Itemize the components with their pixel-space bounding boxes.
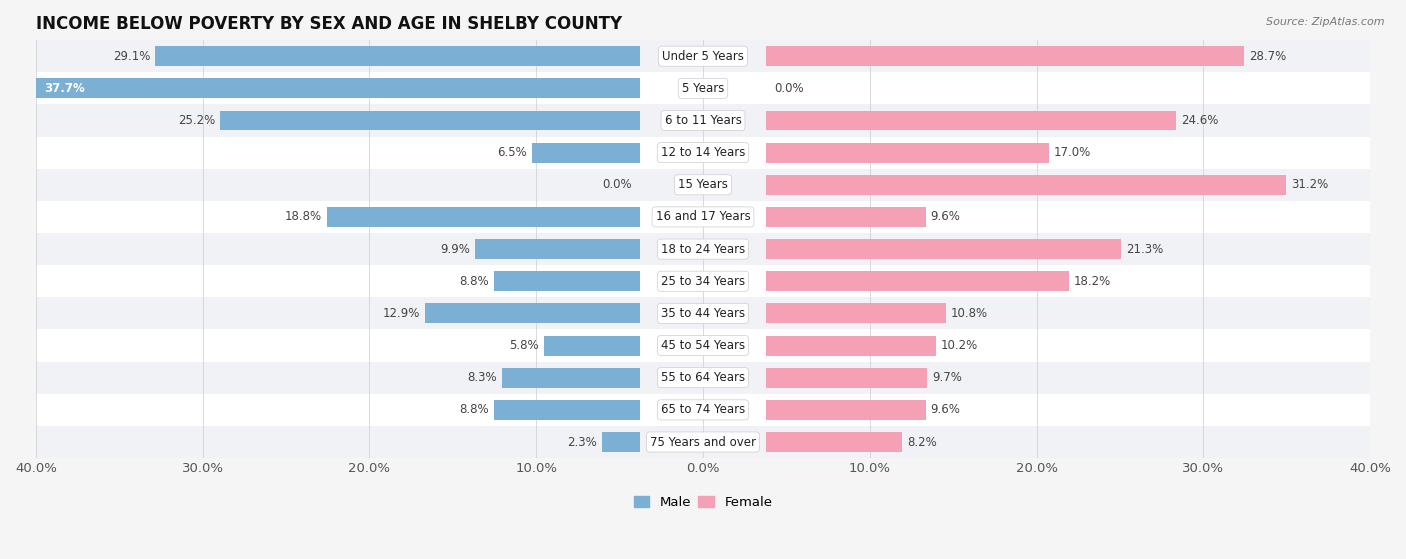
Text: 25.2%: 25.2% bbox=[179, 114, 215, 127]
Text: 15 Years: 15 Years bbox=[678, 178, 728, 191]
Bar bbox=[494, 271, 641, 291]
Text: 25 to 34 Years: 25 to 34 Years bbox=[661, 275, 745, 288]
Text: 29.1%: 29.1% bbox=[112, 50, 150, 63]
Text: 8.2%: 8.2% bbox=[907, 435, 936, 448]
Text: INCOME BELOW POVERTY BY SEX AND AGE IN SHELBY COUNTY: INCOME BELOW POVERTY BY SEX AND AGE IN S… bbox=[37, 15, 621, 33]
Text: 16 and 17 Years: 16 and 17 Years bbox=[655, 210, 751, 224]
Text: 18.2%: 18.2% bbox=[1074, 275, 1111, 288]
Bar bbox=[765, 46, 1244, 66]
Bar bbox=[37, 136, 1369, 169]
Text: 37.7%: 37.7% bbox=[44, 82, 84, 95]
Text: 9.9%: 9.9% bbox=[440, 243, 471, 255]
Text: 2.3%: 2.3% bbox=[568, 435, 598, 448]
Text: 24.6%: 24.6% bbox=[1181, 114, 1218, 127]
Text: Under 5 Years: Under 5 Years bbox=[662, 50, 744, 63]
Text: 9.6%: 9.6% bbox=[931, 210, 960, 224]
Bar bbox=[37, 265, 1369, 297]
Text: 9.6%: 9.6% bbox=[931, 404, 960, 416]
Text: 5.8%: 5.8% bbox=[509, 339, 538, 352]
Bar bbox=[475, 239, 641, 259]
Text: Source: ZipAtlas.com: Source: ZipAtlas.com bbox=[1267, 17, 1385, 27]
Bar bbox=[765, 271, 1069, 291]
Bar bbox=[765, 400, 925, 420]
Text: 8.8%: 8.8% bbox=[460, 275, 489, 288]
Text: 10.8%: 10.8% bbox=[950, 307, 988, 320]
Bar bbox=[765, 432, 903, 452]
Bar bbox=[37, 169, 1369, 201]
Text: 8.8%: 8.8% bbox=[460, 404, 489, 416]
Bar bbox=[37, 394, 1369, 426]
Text: 45 to 54 Years: 45 to 54 Years bbox=[661, 339, 745, 352]
Text: 0.0%: 0.0% bbox=[603, 178, 633, 191]
Text: 18.8%: 18.8% bbox=[285, 210, 322, 224]
Bar bbox=[37, 201, 1369, 233]
Bar bbox=[37, 362, 1369, 394]
Bar bbox=[37, 233, 1369, 265]
Text: 17.0%: 17.0% bbox=[1054, 146, 1091, 159]
Bar bbox=[37, 426, 1369, 458]
Bar bbox=[765, 304, 946, 323]
Bar bbox=[502, 368, 641, 388]
Bar bbox=[765, 111, 1175, 130]
Bar bbox=[37, 72, 1369, 105]
Text: 31.2%: 31.2% bbox=[1291, 178, 1329, 191]
Text: 8.3%: 8.3% bbox=[467, 371, 498, 384]
Bar bbox=[37, 40, 1369, 72]
Bar bbox=[765, 335, 935, 356]
Bar bbox=[328, 207, 641, 227]
Text: 65 to 74 Years: 65 to 74 Years bbox=[661, 404, 745, 416]
Bar bbox=[602, 432, 641, 452]
Bar bbox=[544, 335, 641, 356]
Bar bbox=[765, 143, 1049, 163]
Bar bbox=[765, 368, 928, 388]
Bar bbox=[765, 239, 1121, 259]
Bar bbox=[765, 207, 925, 227]
Text: 9.7%: 9.7% bbox=[932, 371, 962, 384]
Text: 10.2%: 10.2% bbox=[941, 339, 979, 352]
Text: 6.5%: 6.5% bbox=[498, 146, 527, 159]
Bar bbox=[221, 111, 641, 130]
Bar bbox=[531, 143, 641, 163]
Text: 12 to 14 Years: 12 to 14 Years bbox=[661, 146, 745, 159]
Legend: Male, Female: Male, Female bbox=[628, 491, 778, 514]
Text: 5 Years: 5 Years bbox=[682, 82, 724, 95]
Bar bbox=[11, 78, 641, 98]
Bar bbox=[494, 400, 641, 420]
Text: 28.7%: 28.7% bbox=[1249, 50, 1286, 63]
Bar bbox=[37, 105, 1369, 136]
Bar bbox=[426, 304, 641, 323]
Bar bbox=[37, 297, 1369, 329]
Text: 12.9%: 12.9% bbox=[382, 307, 420, 320]
Bar bbox=[37, 329, 1369, 362]
Text: 6 to 11 Years: 6 to 11 Years bbox=[665, 114, 741, 127]
Text: 0.0%: 0.0% bbox=[773, 82, 803, 95]
Text: 18 to 24 Years: 18 to 24 Years bbox=[661, 243, 745, 255]
Bar bbox=[765, 175, 1286, 195]
Text: 21.3%: 21.3% bbox=[1126, 243, 1163, 255]
Text: 75 Years and over: 75 Years and over bbox=[650, 435, 756, 448]
Text: 55 to 64 Years: 55 to 64 Years bbox=[661, 371, 745, 384]
Text: 35 to 44 Years: 35 to 44 Years bbox=[661, 307, 745, 320]
Bar bbox=[155, 46, 641, 66]
